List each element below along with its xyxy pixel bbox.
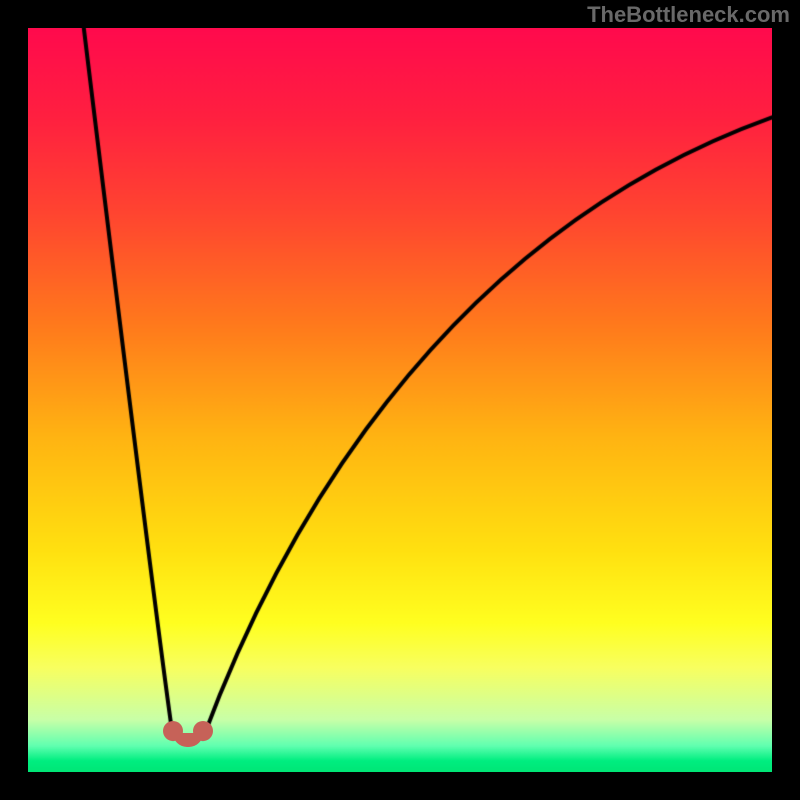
plot-area [28,28,772,772]
chart-container: TheBottleneck.com [0,0,800,800]
watermark-text: TheBottleneck.com [587,2,790,28]
bottleneck-curve [28,28,772,772]
